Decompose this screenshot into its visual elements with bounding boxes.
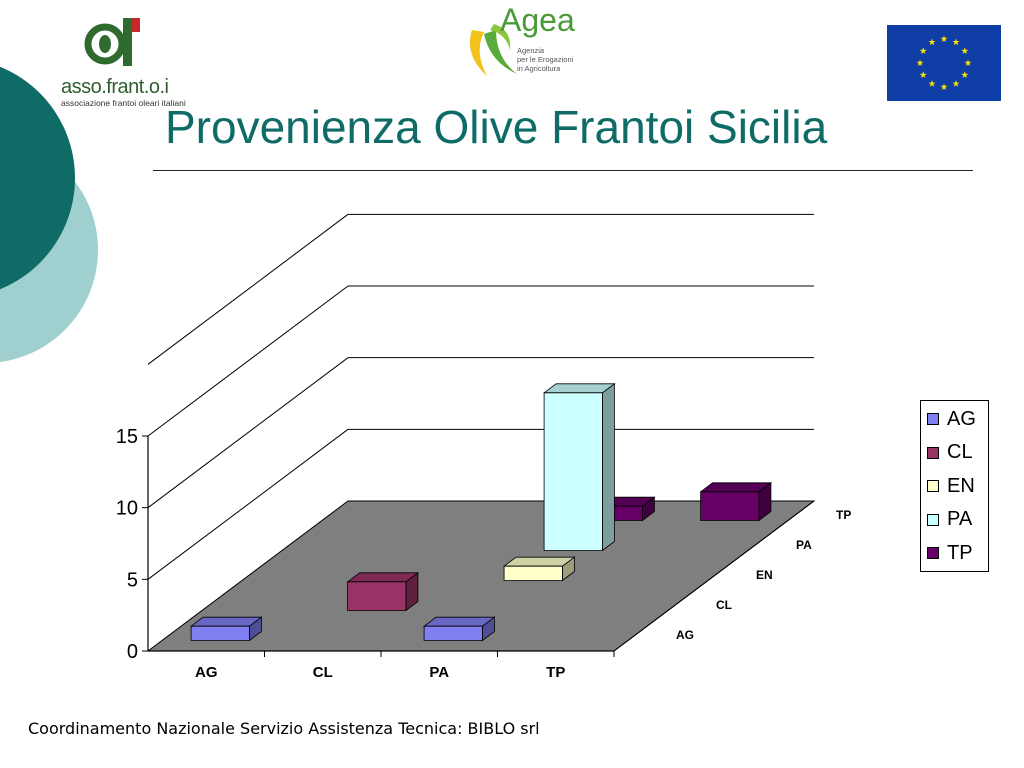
legend-swatch [927,413,939,425]
legend-swatch [927,513,939,526]
asso-frantoi-emblem-icon [84,18,140,66]
depth-tick-label: TP [836,508,851,522]
bar-PA-PA [542,382,616,552]
eu-star-icon [961,47,969,54]
y-tick-label: 15 [116,426,138,448]
eu-star-icon [961,71,969,78]
bar-AG-AG [189,616,263,642]
agea-logo: Agea Agenzia per le Erogazioni in Agrico… [462,0,592,84]
slide-title: Provenienza Olive Frantoi Sicilia [165,101,828,153]
decorative-circle-dark [0,66,75,290]
eu-star-icon [919,71,927,78]
footer-credit: Coordinamento Nazionale Servizio Assiste… [28,719,540,738]
depth-tick-label: EN [756,568,773,582]
x-tick-label: TP [546,664,565,681]
eu-star-icon [940,83,948,90]
y-tick-label: 5 [127,569,138,591]
depth-axis [613,500,815,652]
eu-star-icon [952,38,960,46]
eu-star-icon [964,59,972,66]
eu-star-icon [940,35,948,42]
legend-item: TP [927,541,973,565]
agea-subtitle-line: in Agricoltura [517,64,561,73]
bar-TP-TP [699,481,773,522]
chart-legend: AG CL EN PA TP [920,400,989,572]
asso-frantoi-subtitle: associazione frantoi oleari italiani [61,98,186,108]
x-tick-label: CL [313,664,333,681]
legend-item: CL [927,441,973,465]
gridline [147,213,349,365]
x-tick-label: PA [429,664,449,681]
eu-star-icon [916,59,924,66]
eu-star-icon [928,80,936,87]
eu-star-icon [919,47,927,54]
agea-swirl-icon [469,24,517,76]
agea-subtitle-line: per le Erogazioni [517,55,574,64]
bar-EN-PA [502,556,576,582]
bar-AG-PA [422,616,496,642]
decorative-circles [0,66,98,362]
legend-label: AG [947,407,976,430]
y-tick-label: 0 [127,641,138,663]
legend-swatch [927,480,939,492]
asso-frantoi-name: asso.frant.o.i [61,76,169,98]
x-tick-label: AG [195,664,218,681]
legend-label: EN [947,474,975,497]
depth-tick-label: PA [796,538,812,552]
legend-swatch [927,446,939,459]
legend-label: CL [947,441,973,463]
legend-item: EN [927,474,975,498]
bar-CL-CL [346,571,420,612]
eu-star-icon [928,38,936,46]
agea-name: Agea [500,2,575,38]
agea-subtitle: Agenzia per le Erogazioni in Agricoltura [517,46,573,73]
gridline [147,357,349,509]
eu-star-icon [952,80,960,87]
gridline [147,428,349,580]
y-tick-label: 10 [116,498,138,520]
depth-tick-label: AG [676,628,694,642]
depth-tick-label: CL [716,598,732,612]
asso-frantoi-logo: asso.frant.o.i associazione frantoi olea… [55,12,186,108]
legend-swatch [927,547,939,559]
legend-item: AG [927,407,976,431]
gridline [147,285,349,437]
title-underline [153,170,973,171]
legend-item: PA [927,508,972,532]
legend-label: TP [947,541,973,564]
legend-label: PA [947,508,973,530]
agea-subtitle-line: Agenzia [517,46,545,55]
eu-flag-icon [887,25,1001,101]
